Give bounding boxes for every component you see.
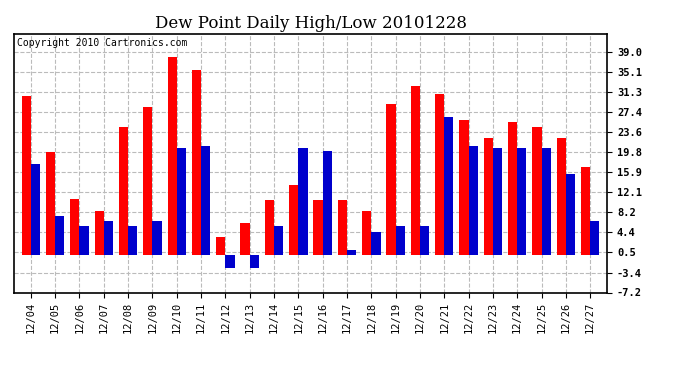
Bar — [144, 106, 152, 255]
Bar — [435, 94, 444, 255]
Bar — [411, 86, 420, 255]
Bar — [532, 128, 542, 255]
Bar — [337, 200, 347, 255]
Bar — [192, 70, 201, 255]
Bar — [70, 199, 79, 255]
Bar — [395, 226, 405, 255]
Bar — [362, 211, 371, 255]
Bar — [152, 221, 161, 255]
Bar — [250, 255, 259, 268]
Bar — [508, 122, 518, 255]
Bar — [128, 226, 137, 255]
Bar — [201, 146, 210, 255]
Bar — [566, 174, 575, 255]
Bar — [298, 148, 308, 255]
Bar — [557, 138, 566, 255]
Text: Copyright 2010 Cartronics.com: Copyright 2010 Cartronics.com — [17, 38, 187, 48]
Bar — [46, 152, 55, 255]
Bar — [226, 255, 235, 268]
Bar — [460, 120, 469, 255]
Bar — [55, 216, 64, 255]
Bar — [420, 226, 429, 255]
Bar — [444, 117, 453, 255]
Bar — [265, 200, 274, 255]
Bar — [386, 104, 395, 255]
Bar — [289, 185, 298, 255]
Bar — [323, 151, 332, 255]
Bar — [542, 148, 551, 255]
Bar — [371, 232, 381, 255]
Bar — [31, 164, 40, 255]
Bar — [104, 221, 113, 255]
Bar — [95, 211, 103, 255]
Bar — [240, 223, 250, 255]
Bar — [581, 166, 590, 255]
Bar — [274, 226, 284, 255]
Title: Dew Point Daily High/Low 20101228: Dew Point Daily High/Low 20101228 — [155, 15, 466, 32]
Bar — [168, 57, 177, 255]
Bar — [590, 221, 600, 255]
Bar — [216, 237, 226, 255]
Bar — [469, 146, 477, 255]
Bar — [347, 250, 356, 255]
Bar — [119, 128, 128, 255]
Bar — [518, 148, 526, 255]
Bar — [79, 226, 89, 255]
Bar — [177, 148, 186, 255]
Bar — [21, 96, 31, 255]
Bar — [313, 200, 323, 255]
Bar — [493, 148, 502, 255]
Bar — [484, 138, 493, 255]
